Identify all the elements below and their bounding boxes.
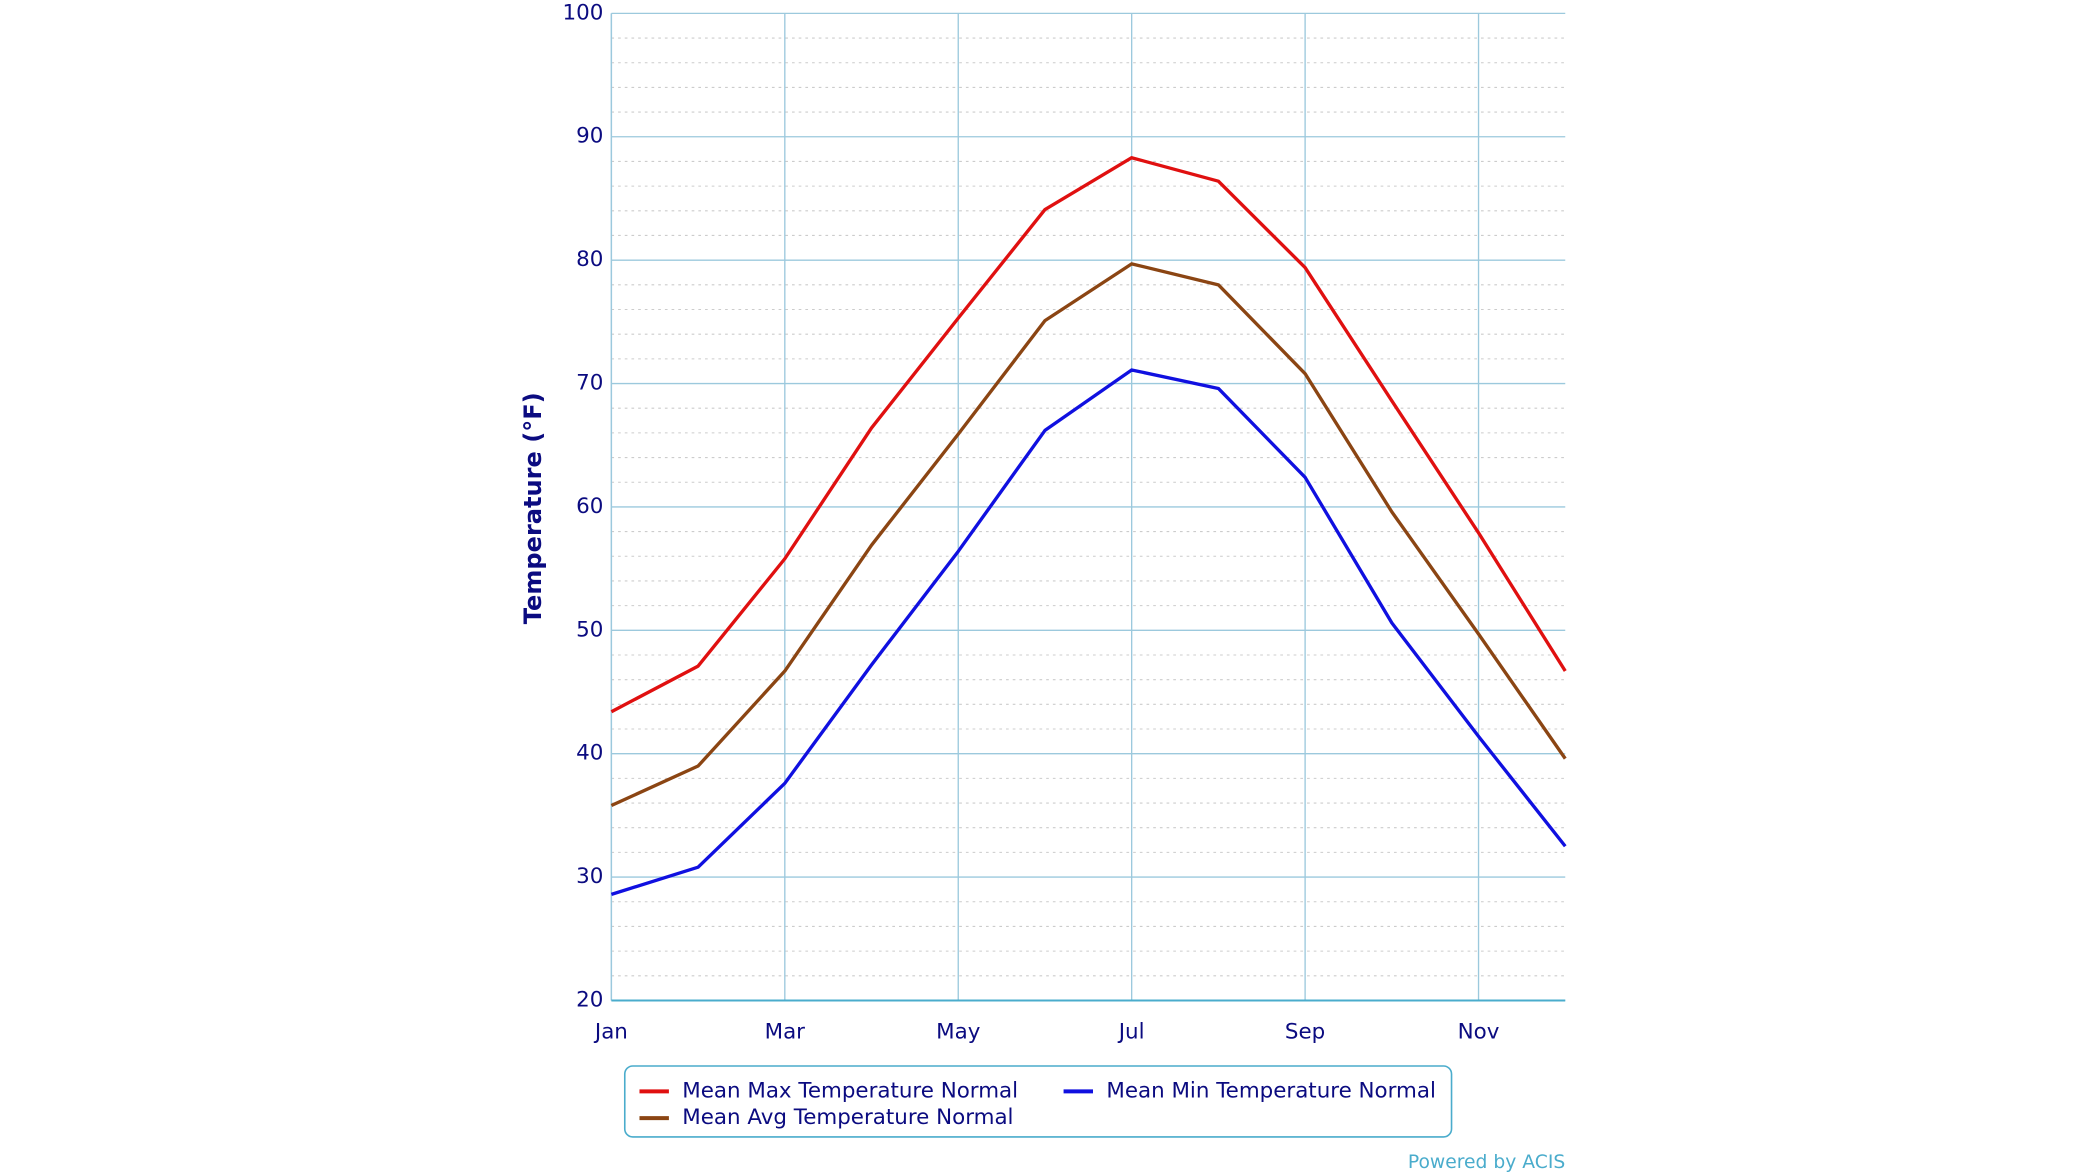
legend-box	[623, 1065, 1453, 1138]
y-tick-label: 40	[576, 741, 603, 766]
x-tick-label: Jan	[593, 1020, 628, 1045]
credit: Powered by ACIS	[1408, 1152, 1565, 1173]
x-tick-label: May	[936, 1020, 981, 1045]
x-tick-label: Jul	[1117, 1020, 1145, 1045]
legend-label: Mean Max Temperature Normal	[682, 1078, 1018, 1103]
legend-label: Mean Avg Temperature Normal	[682, 1105, 1013, 1130]
y-axis-title: Temperature (°F)	[519, 392, 547, 624]
y-tick-label: 70	[576, 371, 603, 396]
y-tick-label: 90	[576, 124, 603, 149]
series-line	[610, 368, 1567, 896]
x-tick-label: Nov	[1458, 1020, 1500, 1045]
y-tick-label: 60	[576, 494, 603, 519]
series-line	[610, 156, 1567, 714]
y-tick-label: 30	[576, 864, 603, 889]
x-tick-label: Sep	[1285, 1020, 1325, 1045]
y-tick-label: 20	[576, 987, 603, 1012]
y-tick-label: 50	[576, 617, 603, 642]
y-tick-label: 100	[563, 0, 604, 25]
y-tick-label: 80	[576, 247, 603, 272]
x-tick-label: Mar	[765, 1020, 806, 1045]
legend-label: Mean Min Temperature Normal	[1106, 1078, 1436, 1103]
series-line	[610, 262, 1567, 808]
